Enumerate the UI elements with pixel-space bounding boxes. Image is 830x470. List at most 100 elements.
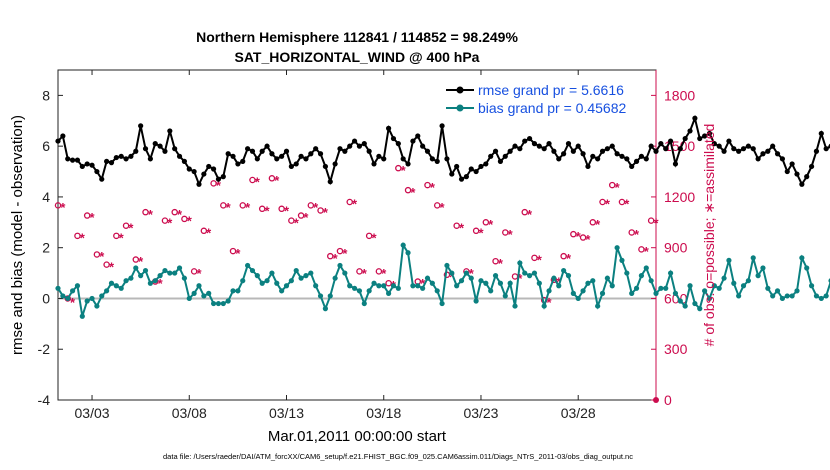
obs-possible-marker xyxy=(249,176,256,184)
rmse-series-point xyxy=(337,146,343,152)
rmse-series-point xyxy=(736,148,742,154)
rmse-series-point xyxy=(517,146,523,152)
rmse-series-point xyxy=(225,151,231,157)
bias-series-point xyxy=(308,270,314,276)
rmse-series-point xyxy=(405,161,411,167)
rmse-series-point xyxy=(692,115,698,121)
bias-series-point xyxy=(249,267,256,274)
obs-assimilated-marker: * xyxy=(313,200,319,215)
bias-series-point xyxy=(390,283,397,289)
obs-possible-marker xyxy=(93,251,101,258)
obs-assimilated-marker: * xyxy=(235,246,241,261)
rmse-series-point xyxy=(410,138,416,144)
obs-assimilated-marker: * xyxy=(80,231,86,246)
bias-series-point xyxy=(706,295,713,302)
obs-assimilated-marker: * xyxy=(566,251,572,266)
obs-possible-marker xyxy=(570,230,577,238)
bias-series-point xyxy=(279,288,285,294)
obs-assimilated-marker: * xyxy=(60,200,66,215)
bias-series-point xyxy=(254,273,260,279)
rmse-series-point xyxy=(638,153,645,159)
obs-assimilated-marker: * xyxy=(624,197,630,212)
x-tick-label: 03/08 xyxy=(172,405,207,421)
rmse-series-point xyxy=(731,146,737,152)
bias-series-point xyxy=(264,278,270,284)
rmse-series-point xyxy=(104,158,110,164)
rmse-series-point xyxy=(818,130,824,137)
obs-possible-marker xyxy=(210,180,217,187)
legend-swatch-marker xyxy=(456,104,464,112)
bias-series-point xyxy=(473,298,479,304)
rmse-series-point xyxy=(779,156,786,162)
bias-series-point xyxy=(638,273,645,279)
rmse-series-point xyxy=(492,148,499,154)
rmse-series-point xyxy=(541,146,547,152)
rmse-series-point xyxy=(157,143,163,149)
rmse-series-point xyxy=(823,146,829,152)
obs-possible-marker xyxy=(327,252,334,260)
obs-assimilated-marker: * xyxy=(517,271,523,286)
obs-possible-marker xyxy=(132,256,140,263)
data-file-footer: data file: /Users/raeder/DAI/ATM_forcXX/… xyxy=(163,452,633,461)
obs-assimilated-marker: * xyxy=(430,180,436,195)
bias-series-point xyxy=(551,275,557,281)
bias-series-point xyxy=(823,293,829,299)
rmse-series-point xyxy=(648,143,654,149)
obs-assimilated-marker: * xyxy=(226,200,232,215)
bias-series-point xyxy=(483,280,489,286)
rmse-series-point xyxy=(774,151,781,157)
obs-assimilated-marker: * xyxy=(70,295,76,310)
rmse-series-point xyxy=(327,179,333,185)
rmse-series-point xyxy=(230,153,236,159)
bias-series-point xyxy=(424,275,431,281)
bias-series-point xyxy=(536,280,542,286)
rmse-series-point xyxy=(551,148,557,154)
x-tick-label: 03/28 xyxy=(561,405,596,421)
bias-series-point xyxy=(322,306,328,312)
bias-series-point xyxy=(167,270,173,276)
rmse-series-point xyxy=(609,143,615,149)
rmse-series-point xyxy=(512,143,518,149)
bias-series-point xyxy=(619,257,625,263)
obs-possible-marker xyxy=(307,202,315,209)
rmse-series-point xyxy=(570,148,576,154)
bias-series-point xyxy=(283,283,290,289)
bias-series-point xyxy=(113,283,119,289)
obs-assimilated-marker: * xyxy=(216,178,222,193)
bias-series-point xyxy=(230,288,236,294)
bias-series-point xyxy=(400,242,406,248)
obs-possible-marker xyxy=(54,202,62,209)
bias-series-point xyxy=(123,278,129,284)
rmse-series-point xyxy=(79,163,85,170)
x-axis-label: Mar.01,2011 00:00:00 start xyxy=(268,428,447,445)
obs-assimilated-marker: * xyxy=(595,217,601,232)
obs-possible-marker xyxy=(278,205,285,213)
legend-box xyxy=(438,79,646,119)
bias-series-point xyxy=(79,313,85,319)
rmse-series-point xyxy=(740,146,747,152)
rmse-series-point xyxy=(585,163,591,170)
rmse-series-point xyxy=(84,161,90,167)
bias-series-point xyxy=(648,278,654,284)
bias-series-point xyxy=(225,298,231,304)
y-left-tick-label: 6 xyxy=(42,138,50,154)
bias-series-point xyxy=(138,273,144,279)
rmse-series-point xyxy=(351,138,358,144)
obs-possible-marker xyxy=(375,268,383,275)
bias-series-point xyxy=(697,306,703,312)
rmse-series-point xyxy=(390,135,397,142)
obs-assimilated-marker: * xyxy=(255,175,261,190)
bias-series-point xyxy=(667,270,674,276)
obs-possible-marker xyxy=(336,247,344,255)
rmse-series-point xyxy=(702,133,708,139)
obs-possible-marker xyxy=(346,198,353,206)
obs-possible-marker xyxy=(404,186,412,194)
obs-assimilated-marker: * xyxy=(119,231,125,246)
rmse-series-point xyxy=(210,166,217,172)
obs-assimilated-marker: * xyxy=(634,227,640,242)
bias-series-point xyxy=(89,295,95,302)
x-tick-label: 03/18 xyxy=(366,405,401,421)
obs-assimilated-marker: * xyxy=(352,197,358,212)
obs-assimilated-marker: * xyxy=(508,227,514,242)
rmse-series-point xyxy=(726,138,732,144)
